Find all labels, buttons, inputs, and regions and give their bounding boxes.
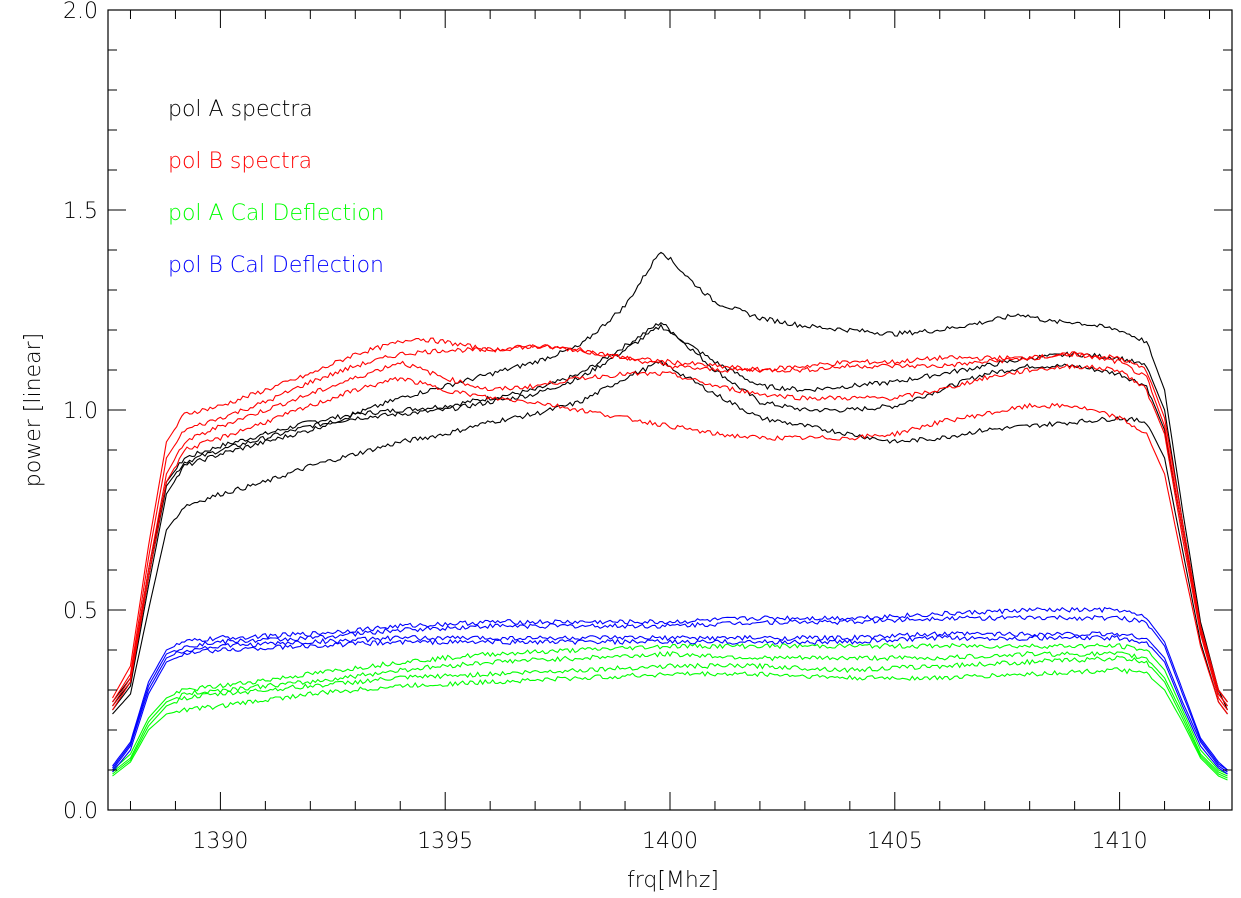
series-layer <box>112 251 1229 781</box>
series-line-13 <box>112 606 1228 771</box>
series-line-16 <box>112 634 1228 775</box>
series-line-10 <box>112 650 1228 777</box>
legend-entry-3: pol A Cal Deflection <box>168 201 385 226</box>
x-tick-label: 1395 <box>417 829 473 854</box>
series-line-11 <box>112 655 1228 779</box>
series-line-1 <box>112 321 1228 703</box>
y-tick-label: 2.0 <box>63 0 98 24</box>
series-line-4 <box>112 359 1228 715</box>
legend: pol A spectra pol B spectra pol A Cal Defl… <box>168 97 385 278</box>
series-line-6 <box>112 344 1228 707</box>
series-line-7 <box>112 360 1228 711</box>
legend-entry-1: pol A spectra <box>168 97 313 122</box>
y-tick-label: 0.5 <box>63 599 98 624</box>
x-tick-label: 1390 <box>192 829 248 854</box>
x-axis-label: frq[Mhz] <box>627 868 719 893</box>
series-line-9 <box>112 642 1228 775</box>
series-line-14 <box>112 614 1228 771</box>
y-tick-label: 0.0 <box>63 799 98 824</box>
series-line-15 <box>112 631 1228 773</box>
x-tick-label: 1400 <box>642 829 698 854</box>
axes-layer: 1390 1395 1400 1405 1410 0.0 0.5 1.0 1.5 2.0 <box>63 0 1233 854</box>
series-line-2 <box>112 323 1228 707</box>
legend-entry-2: pol B spectra <box>168 149 312 174</box>
series-line-3 <box>112 251 1229 711</box>
series-line-8 <box>112 376 1228 715</box>
x-tick-label: 1410 <box>1092 829 1148 854</box>
labels-layer: frq[Mhz] power [linear] <box>21 333 719 893</box>
legend-entry-4: pol B Cal Deflection <box>168 253 384 278</box>
y-axis-label: power [linear] <box>21 333 46 487</box>
x-tick-label: 1405 <box>867 829 923 854</box>
series-line-12 <box>112 667 1228 781</box>
y-tick-label: 1.5 <box>63 199 98 224</box>
y-tick-label: 1.0 <box>63 399 98 424</box>
